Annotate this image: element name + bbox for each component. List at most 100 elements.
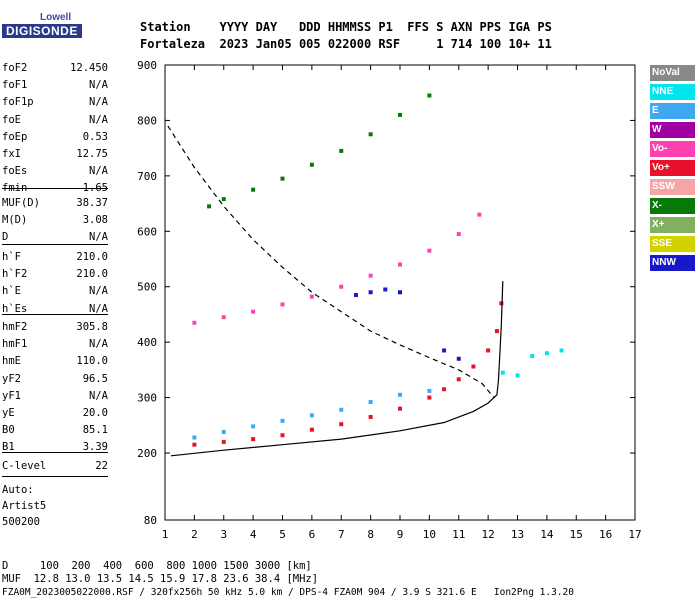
param-row: foF1 N/A (2, 77, 108, 93)
param-value: 96.5 (82, 372, 108, 385)
data-point (477, 212, 482, 217)
param-value: 20.0 (82, 407, 108, 419)
data-point (280, 433, 285, 438)
logo-lowell-text: Lowell (40, 12, 72, 23)
param-name: yE (2, 407, 15, 419)
data-point (456, 377, 461, 382)
param-name: MUF(D) (2, 197, 40, 209)
y-tick-label: 900 (137, 59, 157, 72)
data-point (368, 290, 373, 295)
param-name: yF2 (2, 372, 21, 385)
data-point (398, 262, 402, 267)
data-point (309, 427, 314, 432)
legend-item: E (650, 103, 695, 119)
data-point (442, 348, 447, 353)
param-row: B0 85.1 (2, 422, 108, 438)
param-divider (2, 244, 108, 245)
data-point (339, 284, 344, 289)
data-point (221, 439, 226, 444)
x-tick-label: 15 (570, 528, 583, 541)
param-name: h`Es (2, 302, 28, 315)
data-point (456, 232, 461, 237)
data-point (398, 290, 402, 295)
artist-code: 500200 (2, 516, 40, 528)
data-point (339, 148, 344, 153)
data-point (192, 320, 197, 325)
param-value: 210.0 (76, 268, 108, 281)
param-value: N/A (89, 231, 108, 244)
data-point (309, 162, 314, 167)
param-divider (2, 188, 108, 189)
data-point (427, 388, 432, 393)
param-name: hmF1 (2, 338, 28, 351)
x-tick-label: 8 (367, 528, 374, 541)
param-value: 12.450 (70, 62, 108, 74)
artist-version: Artist5 (2, 500, 47, 512)
param-value: 0.53 (82, 130, 108, 143)
data-point (251, 187, 256, 192)
param-name: hmF2 (2, 321, 28, 333)
x-tick-label: 17 (628, 528, 641, 541)
data-point (486, 348, 491, 353)
x-tick-label: 5 (279, 528, 286, 541)
data-point (221, 197, 226, 202)
data-point (221, 429, 226, 434)
param-value: N/A (89, 113, 108, 126)
param-value: N/A (89, 285, 108, 298)
param-row: B1 3.39 (2, 439, 108, 455)
param-divider (2, 452, 108, 453)
param-row: h`F 210.0 (2, 249, 108, 265)
x-tick-label: 10 (423, 528, 436, 541)
param-row: foE N/A (2, 112, 108, 128)
param-name: foE (2, 113, 21, 126)
param-name: M(D) (2, 214, 28, 227)
param-value: 110.0 (76, 355, 108, 368)
param-value: N/A (89, 338, 108, 351)
param-name: foEs (2, 165, 28, 178)
param-row: foF1p N/A (2, 94, 108, 110)
param-row: h`F2 210.0 (2, 266, 108, 282)
dashed-profile (167, 125, 495, 398)
x-tick-label: 16 (599, 528, 612, 541)
data-point (544, 351, 549, 356)
x-tick-label: 12 (482, 528, 495, 541)
data-point (494, 329, 499, 334)
x-tick-label: 9 (397, 528, 404, 541)
legend-item: SSE (650, 236, 695, 252)
param-value: 38.37 (76, 197, 108, 209)
param-row: h`E N/A (2, 283, 108, 299)
data-point (500, 370, 505, 375)
data-point (368, 400, 373, 405)
param-name: fxI (2, 148, 21, 160)
data-point (398, 406, 402, 411)
y-tick-label: 300 (137, 392, 157, 405)
legend-item: W (650, 122, 695, 138)
param-value: 22 (95, 460, 108, 472)
x-tick-label: 13 (511, 528, 524, 541)
param-name: foF1 (2, 79, 28, 92)
legend-item: NoVal (650, 65, 695, 81)
y-tick-label: 400 (137, 336, 157, 349)
x-tick-label: 2 (191, 528, 198, 541)
data-point (251, 437, 256, 442)
param-name: h`F (2, 251, 21, 263)
param-name: B1 (2, 441, 15, 454)
param-row: foEp 0.53 (2, 129, 108, 145)
param-value: 3.08 (82, 214, 108, 227)
data-point (471, 364, 476, 369)
data-point (309, 413, 314, 418)
x-tick-label: 4 (250, 528, 257, 541)
legend-item: Vo- (650, 141, 695, 157)
data-point (427, 248, 432, 253)
data-point (368, 273, 373, 278)
data-point (456, 356, 461, 361)
param-row: foF2 12.450 (2, 60, 108, 76)
param-row: yF1 N/A (2, 388, 108, 404)
data-point (339, 407, 344, 412)
data-point (515, 373, 520, 378)
data-point (383, 287, 388, 292)
x-tick-label: 6 (309, 528, 316, 541)
param-value: N/A (89, 79, 108, 92)
x-tick-label: 7 (338, 528, 345, 541)
